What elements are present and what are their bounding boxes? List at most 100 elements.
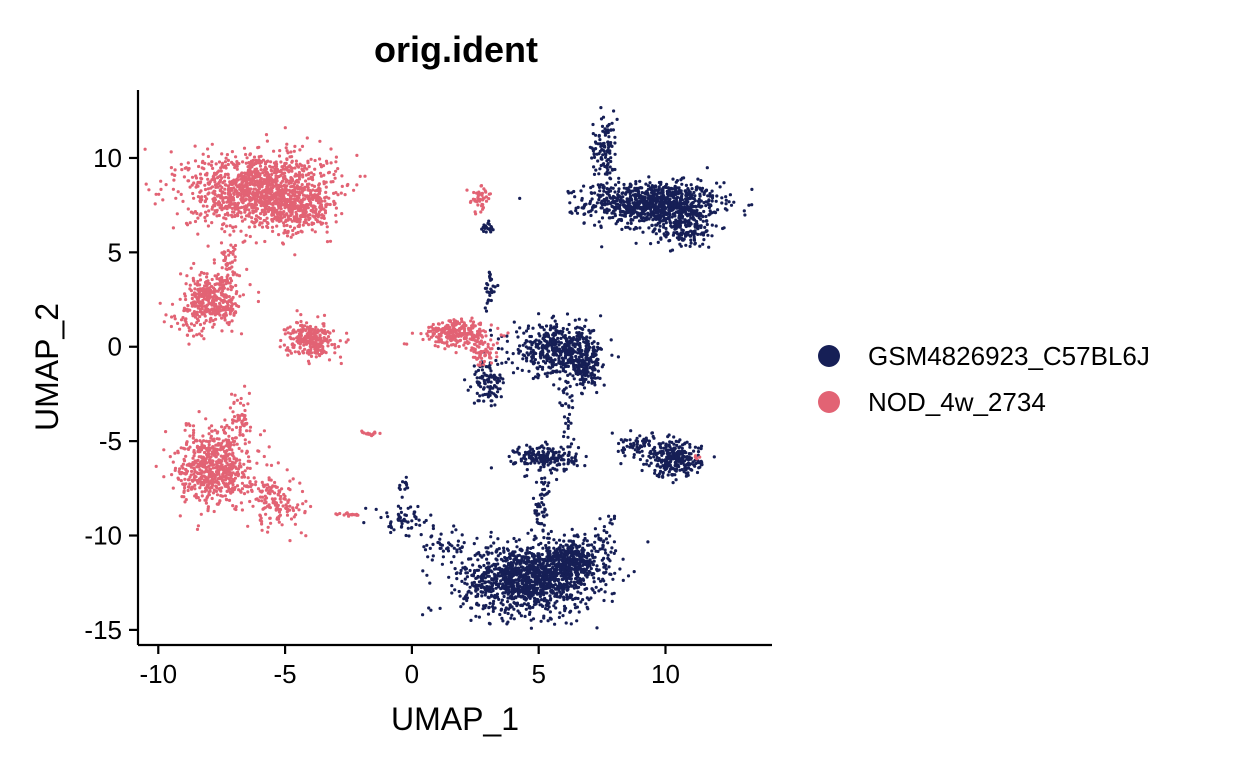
data-point bbox=[582, 386, 587, 390]
data-point bbox=[691, 232, 695, 236]
data-point bbox=[552, 604, 556, 608]
data-point bbox=[574, 596, 578, 600]
data-point bbox=[329, 147, 333, 151]
data-point bbox=[203, 187, 208, 192]
data-point bbox=[512, 560, 516, 564]
data-point bbox=[688, 190, 692, 194]
data-point bbox=[569, 573, 574, 578]
data-point bbox=[529, 528, 534, 532]
data-point bbox=[458, 571, 463, 575]
data-point bbox=[533, 571, 537, 575]
data-point bbox=[587, 210, 591, 214]
data-point bbox=[480, 584, 484, 588]
data-point bbox=[561, 326, 565, 331]
data-point bbox=[487, 271, 492, 275]
data-point bbox=[574, 458, 578, 462]
data-point bbox=[474, 589, 478, 593]
data-point bbox=[661, 209, 666, 213]
data-point bbox=[547, 546, 551, 550]
data-point bbox=[228, 233, 232, 237]
data-point bbox=[543, 339, 547, 343]
data-point bbox=[538, 582, 543, 586]
data-point bbox=[541, 345, 545, 349]
data-point bbox=[576, 579, 580, 583]
data-point bbox=[427, 606, 431, 610]
data-point bbox=[518, 196, 522, 200]
data-point bbox=[499, 601, 503, 605]
data-point bbox=[576, 572, 581, 576]
data-point bbox=[526, 531, 530, 535]
data-point bbox=[283, 126, 287, 130]
data-point bbox=[300, 183, 304, 187]
data-point bbox=[489, 530, 493, 534]
data-point bbox=[566, 364, 571, 368]
data-point bbox=[493, 375, 497, 379]
data-point bbox=[593, 527, 598, 531]
data-point bbox=[664, 226, 668, 231]
data-point bbox=[236, 201, 240, 205]
data-point bbox=[406, 526, 410, 530]
data-point bbox=[622, 186, 626, 190]
data-point bbox=[523, 462, 527, 466]
data-point bbox=[537, 332, 541, 336]
data-point bbox=[539, 350, 543, 354]
data-point bbox=[567, 450, 571, 454]
data-point bbox=[572, 437, 576, 441]
data-point bbox=[567, 412, 572, 416]
data-point bbox=[253, 225, 257, 229]
data-point bbox=[708, 194, 712, 198]
data-point bbox=[561, 577, 565, 582]
data-point bbox=[597, 589, 601, 593]
data-point bbox=[554, 555, 558, 559]
data-point bbox=[583, 353, 587, 357]
data-point bbox=[683, 441, 687, 445]
data-point bbox=[579, 600, 583, 604]
data-point bbox=[298, 148, 302, 152]
data-point bbox=[551, 585, 555, 589]
data-point bbox=[555, 370, 559, 374]
data-point bbox=[578, 378, 582, 382]
data-point bbox=[640, 468, 644, 473]
data-point bbox=[568, 395, 572, 399]
data-point bbox=[572, 462, 576, 466]
data-point bbox=[286, 151, 290, 155]
data-point bbox=[710, 199, 714, 203]
data-point bbox=[632, 455, 636, 459]
data-point bbox=[549, 562, 554, 566]
data-point bbox=[672, 220, 676, 225]
data-point bbox=[704, 214, 708, 219]
data-point bbox=[699, 217, 703, 221]
data-point bbox=[668, 197, 672, 201]
data-point bbox=[582, 204, 586, 208]
data-point bbox=[575, 365, 579, 369]
data-point bbox=[610, 431, 614, 435]
data-point bbox=[593, 383, 597, 387]
data-point bbox=[702, 192, 706, 196]
data-point bbox=[526, 588, 530, 592]
data-point bbox=[657, 185, 661, 189]
data-point bbox=[680, 182, 684, 186]
data-point bbox=[588, 202, 592, 206]
data-point bbox=[524, 562, 529, 566]
data-point bbox=[525, 359, 529, 363]
data-point bbox=[531, 326, 535, 330]
data-point bbox=[498, 566, 502, 570]
data-point bbox=[543, 480, 547, 484]
data-point bbox=[496, 562, 500, 566]
data-point bbox=[678, 438, 682, 442]
data-point bbox=[621, 210, 626, 214]
data-point bbox=[431, 542, 435, 547]
data-point bbox=[722, 226, 726, 230]
data-point bbox=[536, 367, 540, 371]
data-point bbox=[631, 189, 635, 193]
data-point bbox=[489, 593, 494, 598]
data-point bbox=[606, 541, 610, 545]
data-point bbox=[479, 565, 483, 569]
data-point bbox=[495, 381, 499, 385]
data-point bbox=[619, 218, 623, 222]
data-point bbox=[565, 597, 569, 601]
data-point bbox=[469, 618, 473, 623]
data-point bbox=[590, 191, 594, 195]
data-point bbox=[543, 372, 547, 376]
data-point bbox=[590, 197, 594, 201]
